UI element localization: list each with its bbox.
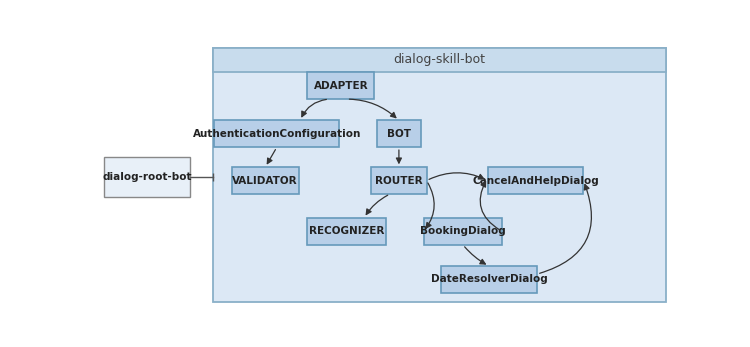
Text: dialog-root-bot: dialog-root-bot bbox=[102, 171, 192, 181]
Text: BOT: BOT bbox=[387, 129, 411, 139]
Text: VALIDATOR: VALIDATOR bbox=[232, 176, 298, 186]
FancyBboxPatch shape bbox=[377, 120, 421, 147]
FancyBboxPatch shape bbox=[104, 156, 190, 197]
FancyBboxPatch shape bbox=[441, 266, 537, 293]
FancyBboxPatch shape bbox=[424, 218, 502, 245]
Text: AuthenticationConfiguration: AuthenticationConfiguration bbox=[193, 129, 361, 139]
Text: BookingDialog: BookingDialog bbox=[420, 226, 506, 236]
Text: CancelAndHelpDialog: CancelAndHelpDialog bbox=[472, 176, 598, 186]
FancyBboxPatch shape bbox=[488, 167, 584, 194]
FancyBboxPatch shape bbox=[214, 120, 339, 147]
Text: ROUTER: ROUTER bbox=[375, 176, 423, 186]
FancyBboxPatch shape bbox=[308, 73, 374, 99]
Text: ADAPTER: ADAPTER bbox=[314, 81, 368, 91]
FancyBboxPatch shape bbox=[371, 167, 427, 194]
Text: dialog-skill-bot: dialog-skill-bot bbox=[394, 53, 485, 66]
FancyBboxPatch shape bbox=[308, 218, 386, 245]
FancyBboxPatch shape bbox=[232, 167, 298, 194]
FancyBboxPatch shape bbox=[213, 48, 666, 302]
FancyBboxPatch shape bbox=[213, 48, 666, 71]
Text: DateResolverDialog: DateResolverDialog bbox=[430, 274, 548, 285]
Text: RECOGNIZER: RECOGNIZER bbox=[309, 226, 384, 236]
